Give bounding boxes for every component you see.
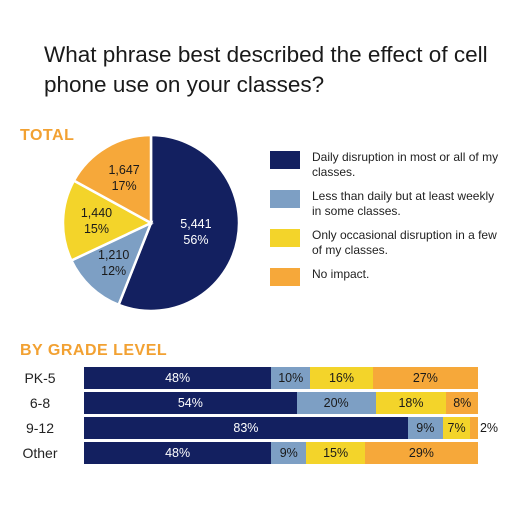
grade-row-6-8: 6-8 54% 20% 18% 8% — [0, 392, 512, 414]
grade-row-9-12: 9-12 83% 9% 7% 2% — [0, 417, 512, 439]
pie-percent-daily: 56% — [183, 232, 209, 247]
bar-segment-occasional: 7% — [442, 417, 471, 439]
pie-slice-weekly — [69, 220, 154, 307]
bar-segment-daily: 54% — [84, 392, 297, 414]
legend-swatch-none — [270, 268, 300, 286]
legend-swatch-weekly — [270, 190, 300, 208]
bar-segment-occasional: 16% — [310, 367, 373, 389]
bar-segment-none: 29% — [364, 442, 478, 464]
total-pie-chart: 5,441 56% 1,210 12% 1,440 15% 1,647 17% — [58, 130, 244, 316]
grade-bar: 83% 9% 7% 2% — [84, 417, 498, 439]
pie-slice-occasional — [61, 178, 154, 263]
pie-count-none: 1,647 — [108, 162, 140, 177]
pie-label-occasional: 1,440 15% — [71, 205, 121, 237]
pie-percent-none: 17% — [111, 178, 137, 193]
pie-count-weekly: 1,210 — [98, 247, 130, 262]
pie-label-none: 1,647 17% — [99, 162, 149, 194]
legend-item-none: No impact. — [270, 267, 505, 286]
legend-swatch-daily — [270, 151, 300, 169]
grade-bar: 54% 20% 18% 8% — [84, 392, 478, 414]
bar-segment-none: 8% — [446, 392, 478, 414]
bar-segment-daily: 48% — [84, 442, 272, 464]
legend-item-daily: Daily disruption in most or all of my cl… — [270, 150, 505, 180]
bar-segment-weekly: 9% — [407, 417, 443, 439]
pie-slice-daily — [116, 133, 241, 313]
grade-row-other: Other 48% 9% 15% 29% — [0, 442, 512, 464]
pie-slice-none — [72, 133, 153, 226]
legend-swatch-occasional — [270, 229, 300, 247]
bar-segment-none: 2% — [470, 417, 498, 439]
legend-text-occasional: Only occasional disruption in a few of m… — [312, 228, 497, 257]
grade-label: Other — [22, 445, 58, 461]
bar-segment-occasional: 18% — [375, 392, 447, 414]
pie-label-weekly: 1,210 12% — [89, 247, 139, 279]
bar-segment-weekly: 10% — [271, 367, 311, 389]
pie-label-daily: 5,441 56% — [171, 216, 221, 248]
grade-label: 6-8 — [29, 395, 51, 411]
grade-label: PK-5 — [24, 370, 56, 386]
pie-count-daily: 5,441 — [180, 216, 212, 231]
grade-bar: 48% 9% 15% 29% — [84, 442, 478, 464]
legend: Daily disruption in most or all of my cl… — [270, 150, 505, 295]
bar-segment-daily: 83% — [84, 417, 408, 439]
grade-section-label: BY GRADE LEVEL — [20, 342, 168, 359]
grade-bar: 48% 10% 16% 27% — [84, 367, 478, 389]
total-section-label: TOTAL — [20, 127, 75, 144]
bar-segment-none: 27% — [372, 367, 478, 389]
pie-count-occasional: 1,440 — [80, 206, 113, 221]
bar-segment-occasional: 15% — [306, 442, 365, 464]
pie-percent-weekly: 12% — [101, 263, 127, 278]
bar-segment-weekly: 20% — [296, 392, 376, 414]
legend-item-occasional: Only occasional disruption in a few of m… — [270, 228, 505, 258]
bar-segment-weekly: 9% — [271, 442, 307, 464]
legend-item-weekly: Less than daily but at least weekly in s… — [270, 189, 505, 219]
pie-svg — [61, 133, 241, 313]
grade-level-bar-chart: PK-5 48% 10% 16% 27% 6-8 54% 20% 18% 8% 9-12 83% 9% 7… — [0, 367, 512, 467]
legend-text-weekly: Less than daily but at least weekly in s… — [312, 189, 495, 218]
grade-row-pk-5: PK-5 48% 10% 16% 27% — [0, 367, 512, 389]
chart-title: What phrase best described the effect of… — [44, 42, 488, 97]
legend-text-daily: Daily disruption in most or all of my cl… — [312, 150, 499, 179]
grade-label: 9-12 — [25, 420, 55, 436]
legend-text-none: No impact. — [312, 267, 370, 281]
bar-segment-daily: 48% — [84, 367, 272, 389]
pie-percent-occasional: 15% — [83, 222, 109, 237]
